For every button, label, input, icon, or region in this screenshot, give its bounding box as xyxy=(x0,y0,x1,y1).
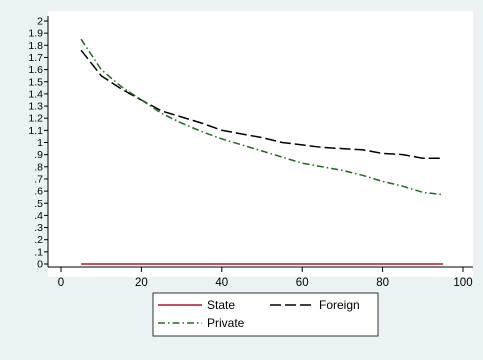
y-tick-label: .8 xyxy=(34,161,43,173)
x-tick-label: 20 xyxy=(135,277,148,289)
legend: State Foreign Private xyxy=(152,292,379,337)
y-ticks: 0.1.2.3.4.5.6.7.8.911.11.21.31.41.51.61.… xyxy=(28,16,48,271)
y-tick-label: .6 xyxy=(34,186,43,198)
series-group xyxy=(80,38,443,265)
y-tick-label: .7 xyxy=(34,173,43,185)
y-tick-label: 1.4 xyxy=(28,88,43,100)
y-tick-label: 1.8 xyxy=(28,40,43,52)
legend-label-foreign: Foreign xyxy=(319,298,360,312)
legend-label-state: State xyxy=(207,298,235,312)
plot-area xyxy=(48,11,473,277)
x-ticks: 0 20 40 60 80 100 xyxy=(58,267,473,289)
y-tick-label: .3 xyxy=(34,222,43,234)
y-tick-label: .4 xyxy=(34,210,43,222)
series-line-private xyxy=(80,38,443,196)
y-tick-label: .2 xyxy=(34,234,43,246)
series-line-foreign xyxy=(80,49,443,160)
y-tick-label: 0 xyxy=(37,259,43,271)
y-tick-label: 1.6 xyxy=(28,64,43,76)
y-tick-label: 2 xyxy=(37,16,43,28)
y-tick-label: .9 xyxy=(34,149,43,161)
y-tick-label: .5 xyxy=(34,198,43,210)
x-tick-label: 80 xyxy=(376,277,389,289)
y-tick-label: 1 xyxy=(37,137,43,149)
y-tick-label: 1.9 xyxy=(28,28,43,40)
x-tick-label: 40 xyxy=(215,277,228,289)
legend-label-private: Private xyxy=(207,316,245,330)
x-tick-label: 0 xyxy=(58,277,64,289)
y-tick-label: 1.3 xyxy=(28,101,43,113)
legend-box xyxy=(152,292,379,337)
y-tick-label: .1 xyxy=(34,246,43,258)
y-tick-label: 1.7 xyxy=(28,52,43,64)
y-tick-label: 1.1 xyxy=(28,125,43,137)
y-tick-label: 1.5 xyxy=(28,76,43,88)
x-tick-label: 100 xyxy=(453,277,472,289)
y-tick-label: 1.2 xyxy=(28,113,43,125)
x-tick-label: 60 xyxy=(296,277,309,289)
